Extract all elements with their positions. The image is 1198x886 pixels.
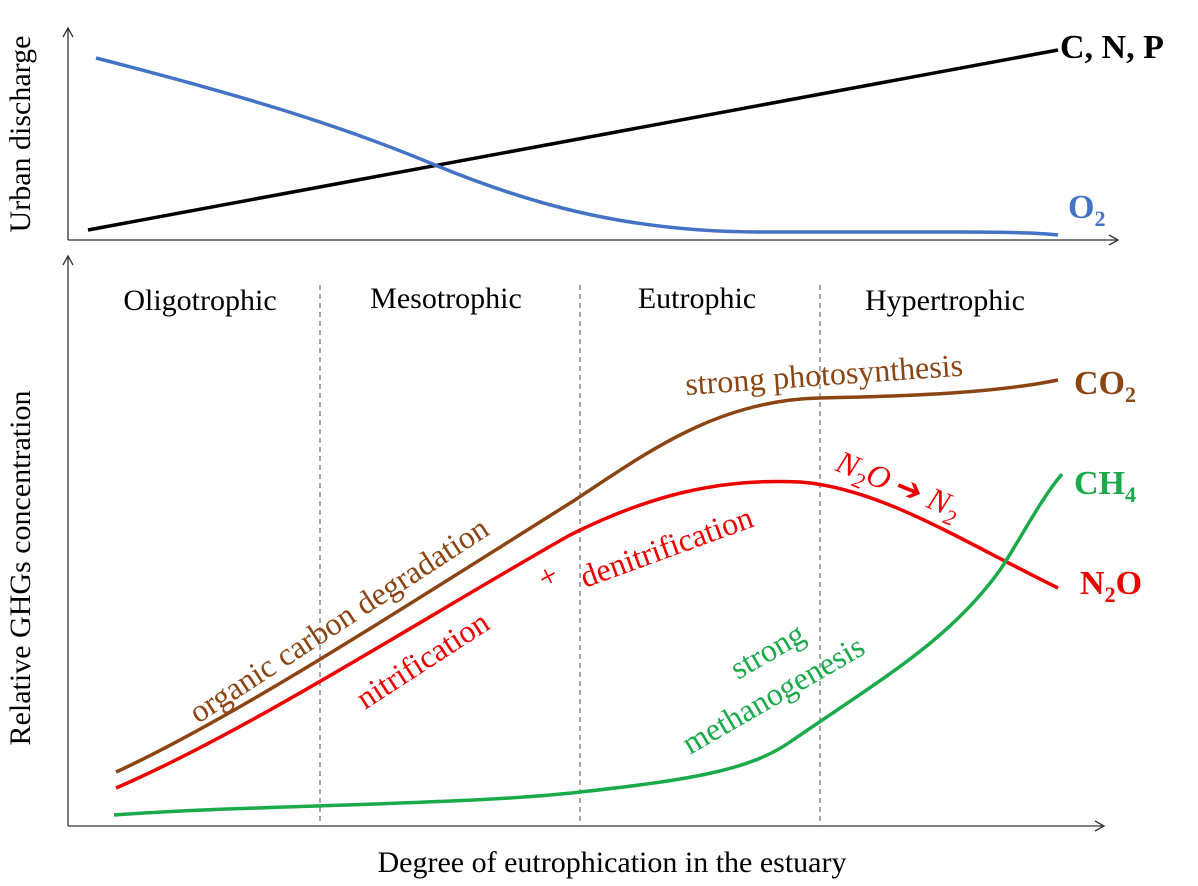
- stage-label-oligotrophic: Oligotrophic: [123, 284, 276, 317]
- stage-label-eutrophic: Eutrophic: [638, 282, 756, 315]
- stage-label-hypertrophic: Hypertrophic: [865, 284, 1025, 317]
- co2-curve: [115, 378, 1059, 774]
- co2-label: CO2: [1074, 365, 1136, 407]
- conversion-annotation: N2O➔N2: [828, 443, 966, 531]
- ch4-label: CH4: [1074, 465, 1136, 507]
- degradation-annotation: organic carbon degradation: [182, 509, 495, 730]
- x-axis-label: Degree of eutrophication in the estuary: [378, 846, 847, 879]
- cnp-label: C, N, P: [1060, 29, 1164, 66]
- top-y-axis-label: Urban discharge: [4, 36, 37, 233]
- plus-annotation: +: [531, 556, 564, 596]
- n2o-curve: [115, 479, 1059, 790]
- ch4-curve: [113, 472, 1064, 817]
- cnp-line: [87, 48, 1059, 232]
- stage-label-mesotrophic: Mesotrophic: [370, 282, 522, 315]
- bottom-y-axis-label: Relative GHGs concentration: [4, 391, 37, 746]
- top-panel: Urban discharge C, N, P O2: [4, 26, 1164, 246]
- bottom-panel: Relative GHGs concentration Degree of eu…: [4, 254, 1142, 879]
- denitrification-annotation: denitrification: [575, 499, 758, 595]
- o2-curve: [95, 56, 1059, 237]
- n2o-label: N2O: [1080, 565, 1142, 607]
- o2-label: O2: [1068, 189, 1105, 231]
